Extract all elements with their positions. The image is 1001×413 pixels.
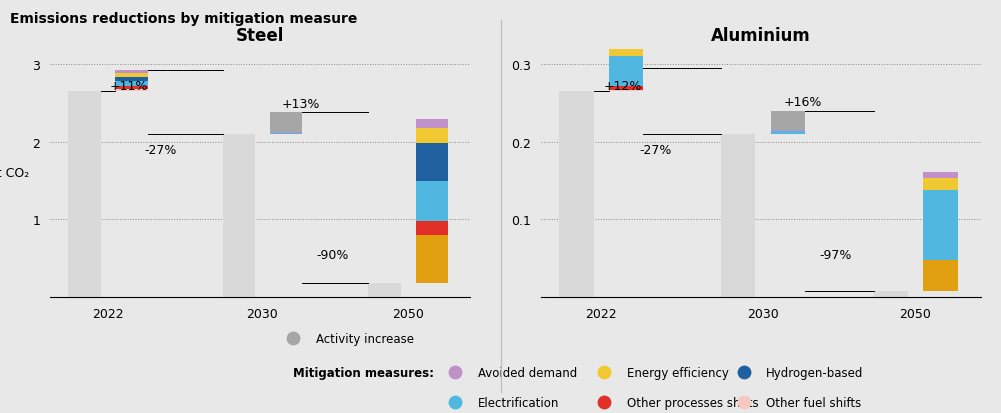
Text: -97%: -97% bbox=[819, 248, 852, 261]
Bar bbox=[771, 131, 805, 132]
Text: +16%: +16% bbox=[783, 96, 822, 109]
Text: +12%: +12% bbox=[604, 80, 642, 93]
Text: Electrification: Electrification bbox=[478, 396, 560, 408]
Bar bbox=[115, 82, 148, 87]
Y-axis label: Gt CO₂: Gt CO₂ bbox=[0, 167, 30, 180]
Bar bbox=[609, 87, 643, 90]
Text: +11%: +11% bbox=[110, 80, 148, 93]
Text: Emissions reductions by mitigation measure: Emissions reductions by mitigation measu… bbox=[10, 12, 357, 26]
Text: -90%: -90% bbox=[316, 248, 348, 261]
Text: Energy efficiency: Energy efficiency bbox=[627, 366, 729, 379]
Bar bbox=[415, 144, 448, 181]
Bar bbox=[415, 119, 448, 128]
Text: Avoided demand: Avoided demand bbox=[478, 366, 578, 379]
Bar bbox=[415, 181, 448, 221]
Text: -27%: -27% bbox=[144, 144, 177, 157]
Bar bbox=[68, 92, 101, 297]
Title: Aluminium: Aluminium bbox=[711, 27, 811, 45]
Bar bbox=[609, 45, 643, 50]
Bar bbox=[115, 87, 148, 90]
Bar bbox=[771, 112, 805, 135]
Text: Activity increase: Activity increase bbox=[316, 332, 413, 345]
Text: +13%: +13% bbox=[281, 97, 320, 110]
Bar bbox=[115, 90, 148, 92]
Bar bbox=[609, 50, 643, 57]
Bar bbox=[415, 235, 448, 283]
Bar bbox=[924, 173, 958, 179]
Bar bbox=[874, 291, 908, 297]
Bar bbox=[560, 92, 594, 297]
Bar bbox=[115, 78, 148, 82]
Bar bbox=[721, 135, 756, 297]
Text: -27%: -27% bbox=[640, 144, 672, 157]
Bar bbox=[269, 113, 302, 135]
Bar bbox=[924, 260, 958, 291]
Bar bbox=[415, 221, 448, 235]
Title: Steel: Steel bbox=[236, 27, 284, 45]
Bar bbox=[924, 190, 958, 260]
Bar bbox=[609, 90, 643, 92]
Text: Hydrogen-based: Hydrogen-based bbox=[767, 366, 864, 379]
Bar bbox=[924, 179, 958, 190]
Bar bbox=[222, 135, 255, 297]
Text: Other processes shifts: Other processes shifts bbox=[627, 396, 758, 408]
Bar bbox=[115, 71, 148, 74]
Bar bbox=[368, 283, 401, 297]
Bar bbox=[115, 71, 148, 92]
Text: Other fuel shifts: Other fuel shifts bbox=[767, 396, 862, 408]
Bar bbox=[771, 132, 805, 134]
Bar bbox=[609, 57, 643, 87]
Bar bbox=[609, 69, 643, 92]
Bar bbox=[115, 74, 148, 78]
Bar bbox=[415, 128, 448, 144]
Text: Mitigation measures:: Mitigation measures: bbox=[293, 366, 434, 379]
